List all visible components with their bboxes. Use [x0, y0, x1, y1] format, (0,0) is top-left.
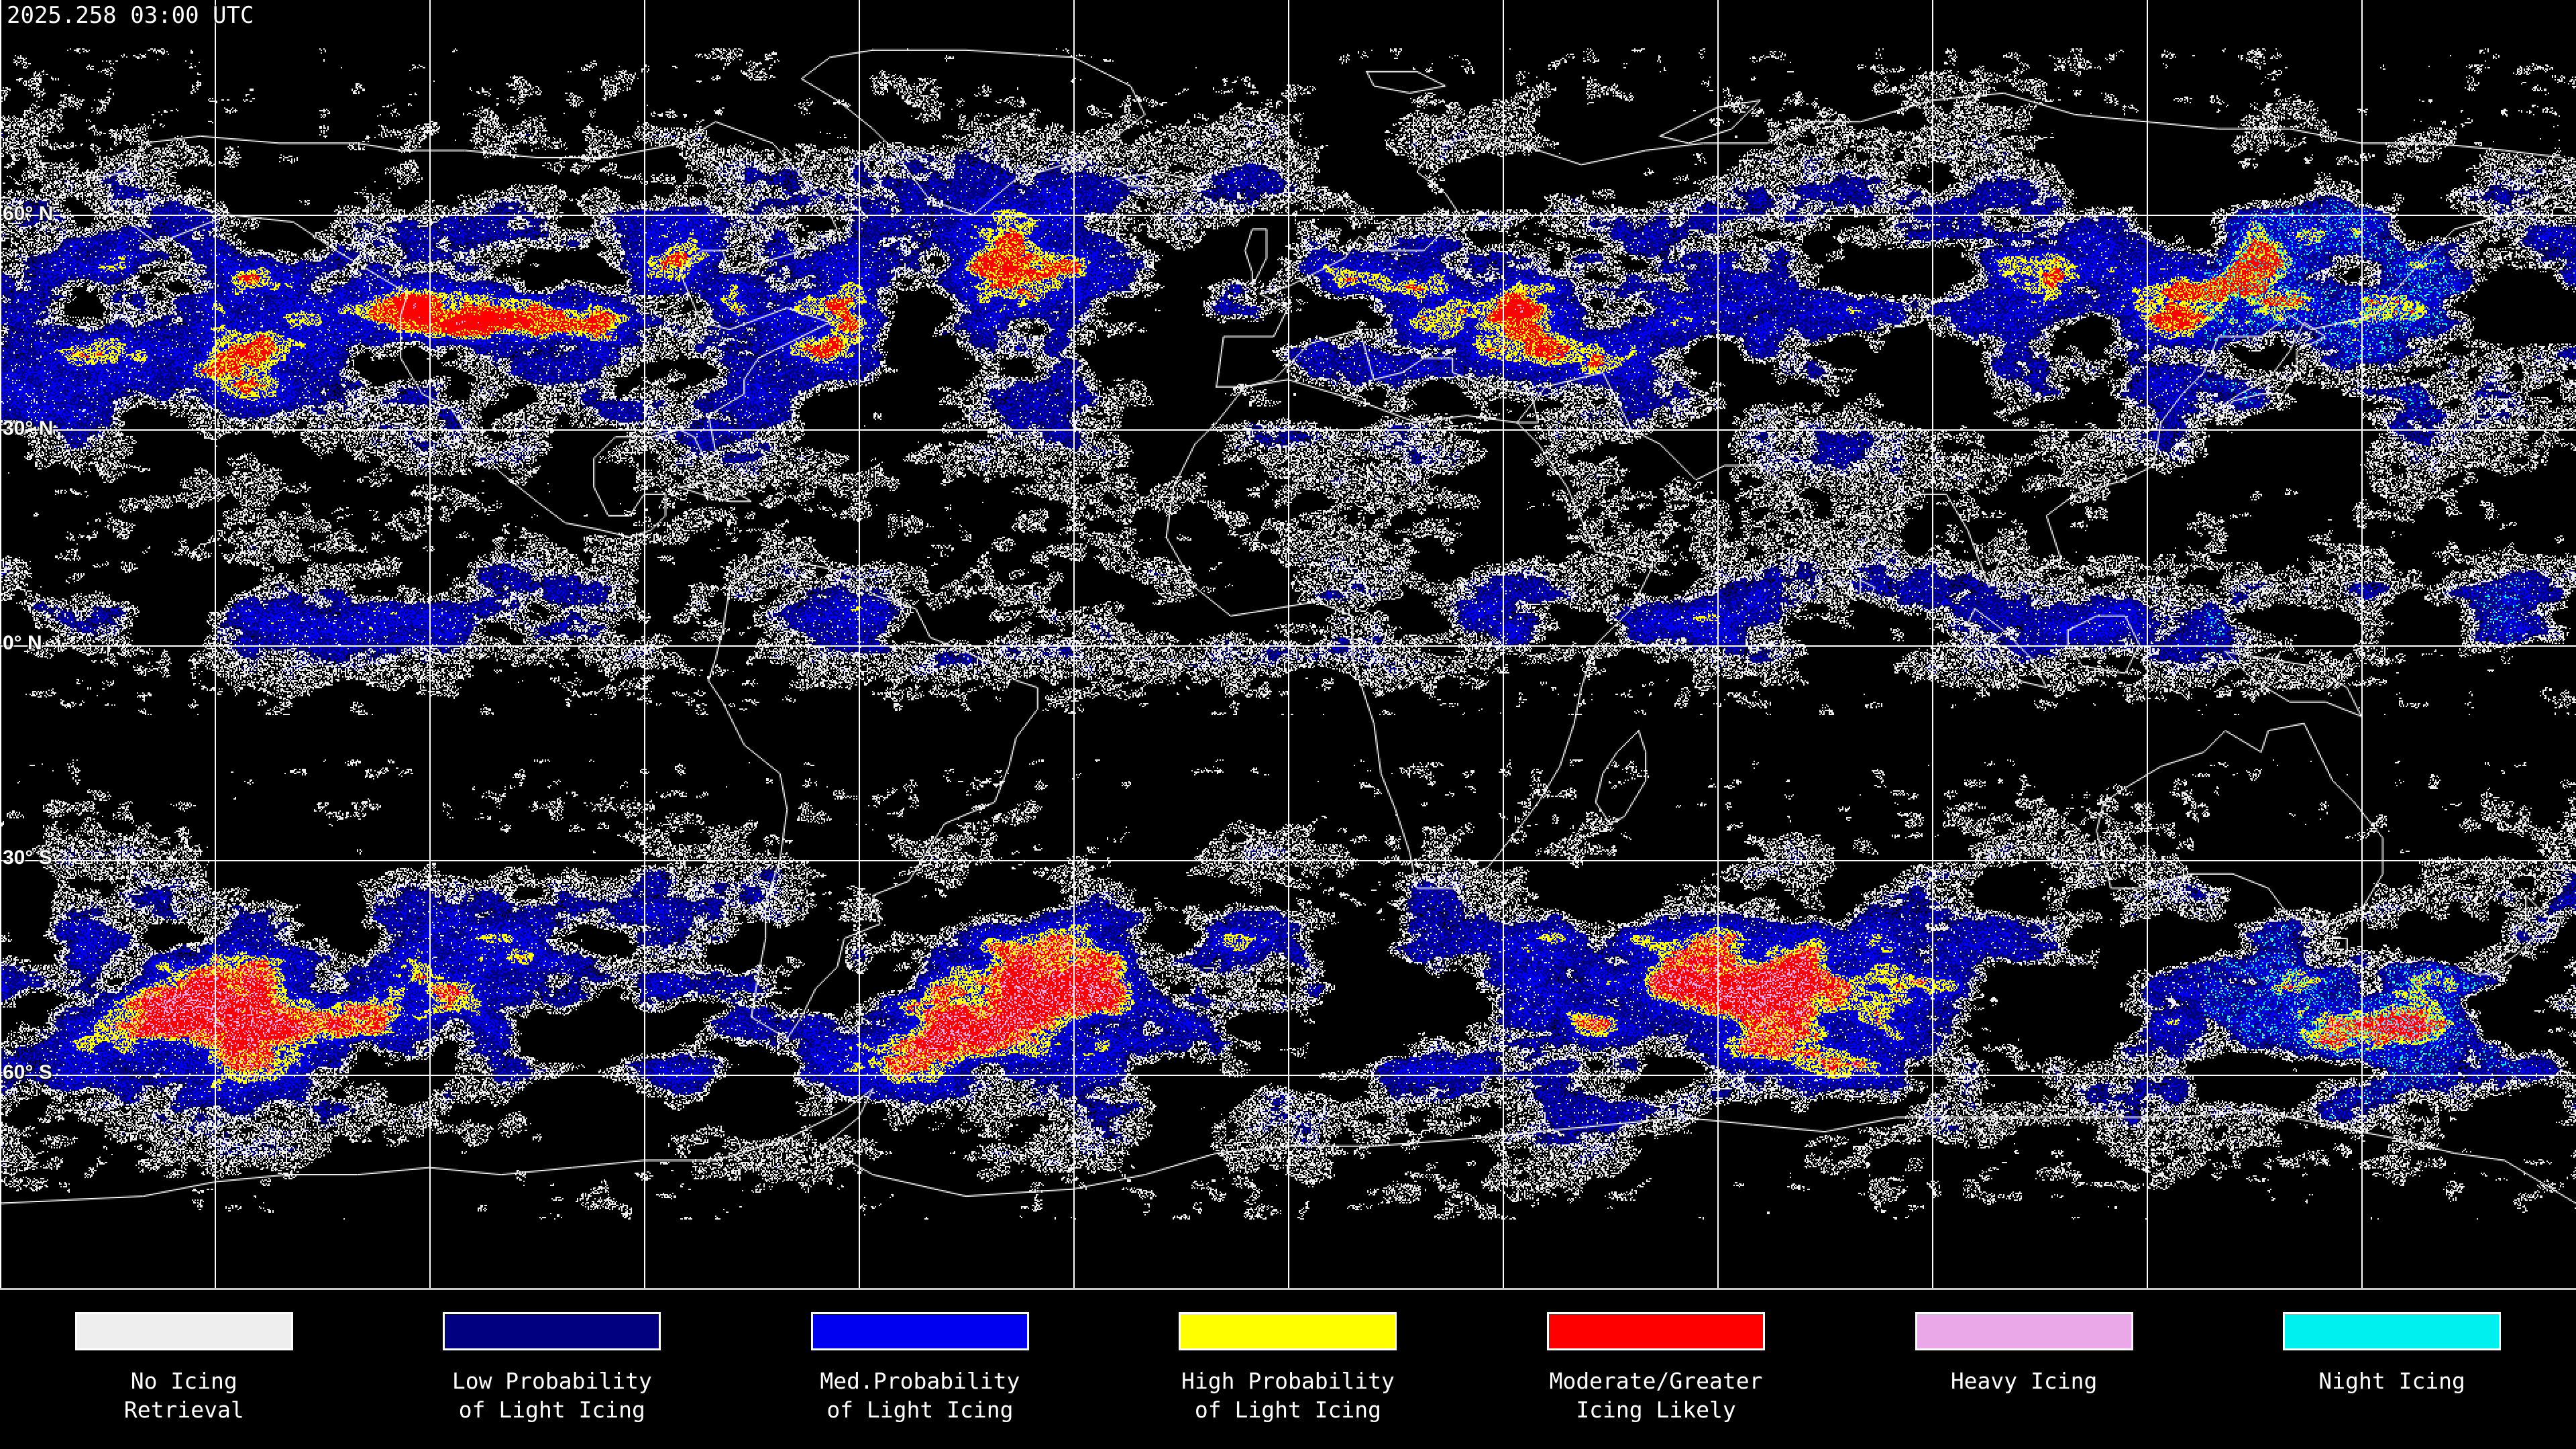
legend-entry-med-probability-light-icing[interactable]: Med.Probability of Light Icing	[736, 1290, 1104, 1424]
legend-entry-heavy-icing[interactable]: Heavy Icing	[1840, 1290, 2208, 1395]
icing-data-raster	[0, 0, 2576, 1289]
global-icing-map[interactable]: 2025.258 03:00 UTC 60° N 30° N 0° N 30° …	[0, 0, 2576, 1289]
legend-swatch-moderate-greater-icing-likely	[1547, 1312, 1766, 1350]
lat-label-30s: 30° S	[3, 847, 52, 869]
legend-caption-line1: High Probability	[1181, 1368, 1395, 1394]
legend-swatch-heavy-icing	[1915, 1312, 2133, 1350]
lat-label-60n: 60° N	[3, 203, 54, 225]
legend-caption-line1: Heavy Icing	[1950, 1368, 2098, 1394]
legend-entry-moderate-greater-icing-likely[interactable]: Moderate/Greater Icing Likely	[1472, 1290, 1840, 1424]
lat-label-0n: 0° N	[3, 632, 42, 654]
legend-swatch-med-probability-light-icing	[810, 1312, 1029, 1350]
legend-caption-line1: Low Probability	[451, 1368, 652, 1394]
map-bottom-border	[0, 1288, 2576, 1290]
legend-caption-no-icing-retrieval: No Icing Retrieval	[124, 1366, 244, 1424]
legend-caption-line1: Night Icing	[2318, 1368, 2465, 1394]
legend-caption-moderate-greater-icing-likely: Moderate/Greater Icing Likely	[1550, 1366, 1763, 1424]
lat-label-60s: 60° S	[3, 1061, 52, 1083]
legend-caption-heavy-icing: Heavy Icing	[1951, 1366, 2098, 1395]
legend-bar: No Icing Retrieval Low Probability of Light…	[0, 1290, 2576, 1449]
lat-label-30n: 30° N	[3, 417, 54, 439]
legend-caption-line2: Retrieval	[123, 1397, 244, 1423]
legend-swatch-low-probability-light-icing	[443, 1312, 661, 1350]
legend-entry-night-icing[interactable]: Night Icing	[2208, 1290, 2576, 1395]
legend-caption-line1: Moderate/Greater	[1549, 1368, 1763, 1394]
timestamp-label: 2025.258 03:00 UTC	[7, 2, 254, 29]
legend-caption-line2: of Light Icing	[458, 1397, 645, 1423]
legend-swatch-no-icing-retrieval	[74, 1312, 293, 1350]
legend-entry-no-icing-retrieval[interactable]: No Icing Retrieval	[0, 1290, 368, 1424]
legend-swatch-high-probability-light-icing	[1179, 1312, 1397, 1350]
legend-caption-low-probability-light-icing: Low Probability of Light Icing	[452, 1366, 652, 1424]
legend-swatch-night-icing	[2283, 1312, 2502, 1350]
legend-entry-low-probability-light-icing[interactable]: Low Probability of Light Icing	[368, 1290, 737, 1424]
legend-caption-night-icing: Night Icing	[2318, 1366, 2465, 1395]
legend-caption-high-probability-light-icing: High Probability of Light Icing	[1181, 1366, 1395, 1424]
legend-caption-line2: Icing Likely	[1576, 1397, 1736, 1423]
legend-caption-line1: No Icing	[130, 1368, 237, 1394]
legend-caption-line2: of Light Icing	[826, 1397, 1014, 1423]
legend-entry-high-probability-light-icing[interactable]: High Probability of Light Icing	[1104, 1290, 1472, 1424]
legend-caption-med-probability-light-icing: Med.Probability of Light Icing	[820, 1366, 1020, 1424]
legend-caption-line2: of Light Icing	[1194, 1397, 1382, 1423]
legend-caption-line1: Med.Probability	[820, 1368, 1020, 1394]
